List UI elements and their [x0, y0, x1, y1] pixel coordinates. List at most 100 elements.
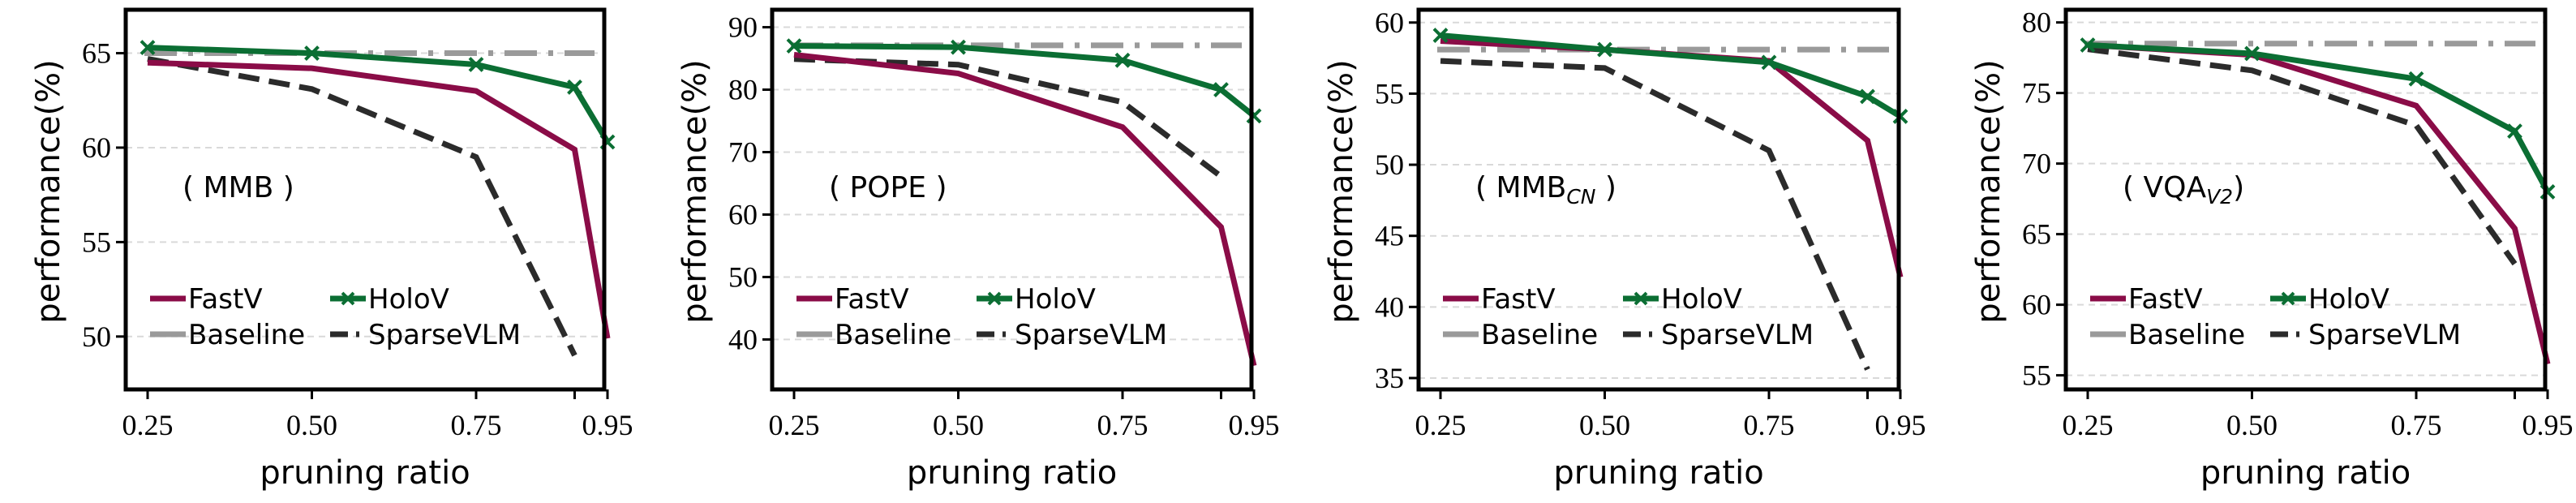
marker-stroke — [2507, 123, 2522, 140]
y-tick-label: 50 — [1375, 148, 1404, 181]
marker-stroke — [1860, 88, 1875, 105]
panel-mmb: 50 55 60 65 0.25 0.50 0.75 0.95 pruning ratio per… — [30, 7, 633, 492]
legend-item-fastv: FastV — [2090, 283, 2203, 316]
legend-item-baseline: Baseline — [2090, 319, 2245, 351]
marker-stroke — [786, 38, 802, 54]
x-tick-label: 0.50 — [933, 409, 984, 441]
legend-item-fastv: FastV — [796, 283, 909, 316]
series-line-fastv — [1440, 38, 1904, 278]
legend-label: Baseline — [1481, 319, 1598, 351]
x-axis-label: pruning ratio — [907, 454, 1117, 492]
marker-stroke — [1761, 54, 1777, 71]
series-line-sparsevlm — [147, 56, 577, 357]
data-point-holov — [2080, 37, 2096, 53]
marker-stroke — [468, 57, 484, 72]
x-tick-label: 0.50 — [286, 409, 337, 441]
data-point-holov — [1432, 28, 1449, 43]
panel-mmb-cn: 35 40 45 50 55 60 0.25 0.50 0.75 0.95 pruning rati… — [1323, 6, 1926, 492]
y-tick-label: 65 — [82, 37, 111, 70]
y-axis-label: performance(%) — [30, 59, 67, 323]
data-point-holov — [468, 57, 484, 72]
y-tick-label: 80 — [2022, 6, 2051, 39]
panel-pope: 40 50 60 70 80 90 0.25 0.50 0.75 0.95 pruning rati… — [676, 7, 1280, 492]
y-tick-label: 45 — [1375, 220, 1404, 252]
y-axis-label: performance(%) — [1323, 59, 1360, 323]
x-tick-label: 0.50 — [1579, 409, 1630, 441]
x-tick-label: 0.95 — [1229, 409, 1280, 441]
dataset-label: ( POPE ) — [829, 171, 947, 204]
legend: FastV HoloV Baseline SparseVLM — [1443, 283, 1814, 351]
x-tick-label: 0.75 — [1744, 409, 1795, 441]
x-tick-label: 0.25 — [1415, 409, 1466, 441]
marker-stroke — [2080, 37, 2096, 53]
x-tick-label: 0.95 — [1875, 409, 1926, 441]
legend-item-holov: HoloV — [1623, 283, 1742, 316]
x-axis-label: pruning ratio — [2200, 454, 2411, 492]
legend-item-sparsevlm: SparseVLM — [977, 319, 1167, 351]
legend-item-fastv: FastV — [150, 283, 263, 316]
legend-marker — [1634, 291, 1648, 306]
data-point-holov — [951, 39, 966, 55]
legend-item-sparsevlm: SparseVLM — [2270, 319, 2461, 351]
data-point-holov — [2244, 45, 2260, 62]
legend-label: Baseline — [2128, 319, 2245, 351]
marker-stroke — [1432, 28, 1449, 43]
series-line-holov — [2087, 41, 2551, 194]
legend-label: HoloV — [1015, 283, 1096, 316]
dataset-label: ( MMB ) — [182, 171, 294, 204]
legend-label: HoloV — [1661, 283, 1742, 316]
data-point-holov — [786, 38, 802, 54]
y-tick-label: 75 — [2022, 77, 2051, 110]
data-point-holov — [2507, 123, 2522, 140]
marker-stroke — [951, 39, 966, 55]
data-point-holov — [1860, 88, 1875, 105]
y-tick-label: 50 — [82, 320, 111, 353]
marker-stroke — [2244, 45, 2260, 62]
data-point-holov — [1114, 52, 1131, 68]
legend-item-baseline: Baseline — [1443, 319, 1598, 351]
legend: FastV HoloV Baseline SparseVLM — [150, 283, 521, 351]
plot-frame — [123, 7, 607, 392]
data-point-holov — [567, 80, 582, 95]
legend-label: FastV — [188, 283, 263, 316]
x-tick-label: 0.25 — [2063, 409, 2114, 441]
marker-stroke — [140, 40, 156, 55]
legend-item-baseline: Baseline — [796, 319, 951, 351]
series-line-sparsevlm — [1440, 58, 1870, 371]
data-point-holov — [304, 45, 320, 61]
y-tick-label: 70 — [728, 136, 758, 169]
legend-label: Baseline — [835, 319, 951, 351]
legend-label: FastV — [835, 283, 909, 316]
y-tick-label: 60 — [82, 131, 111, 164]
y-tick-label: 55 — [82, 226, 111, 258]
x-axis-label: pruning ratio — [260, 454, 470, 492]
marker-stroke — [567, 80, 582, 95]
x-tick-label: 0.25 — [122, 409, 174, 441]
legend-label: FastV — [2128, 283, 2203, 316]
y-tick-label: 60 — [1375, 6, 1404, 39]
legend-item-baseline: Baseline — [150, 319, 305, 351]
x-tick-label: 0.75 — [451, 409, 502, 441]
legend: FastV HoloV Baseline SparseVLM — [796, 283, 1167, 351]
legend-item-holov: HoloV — [330, 283, 449, 316]
series-line-sparsevlm — [2087, 46, 2518, 266]
x-tick-label: 0.25 — [769, 409, 820, 441]
y-tick-label: 80 — [728, 74, 758, 106]
legend-marker — [2281, 291, 2295, 306]
legend-item-fastv: FastV — [1443, 283, 1556, 316]
x-tick-label: 0.75 — [1097, 409, 1148, 441]
y-tick-label: 60 — [728, 198, 758, 230]
marker-stroke — [1114, 52, 1131, 68]
dataset-label: ( MMBCN ) — [1475, 171, 1616, 209]
y-tick-label: 90 — [728, 11, 758, 44]
x-tick-label: 0.50 — [2226, 409, 2278, 441]
data-point-holov — [1597, 41, 1612, 58]
legend-label: Baseline — [188, 319, 305, 351]
x-tick-label: 0.95 — [582, 409, 633, 441]
legend-label: SparseVLM — [368, 319, 521, 351]
marker-stroke — [304, 45, 320, 61]
marker-stroke — [2408, 71, 2424, 87]
y-tick-label: 55 — [1375, 77, 1404, 110]
data-point-holov — [1213, 82, 1229, 97]
